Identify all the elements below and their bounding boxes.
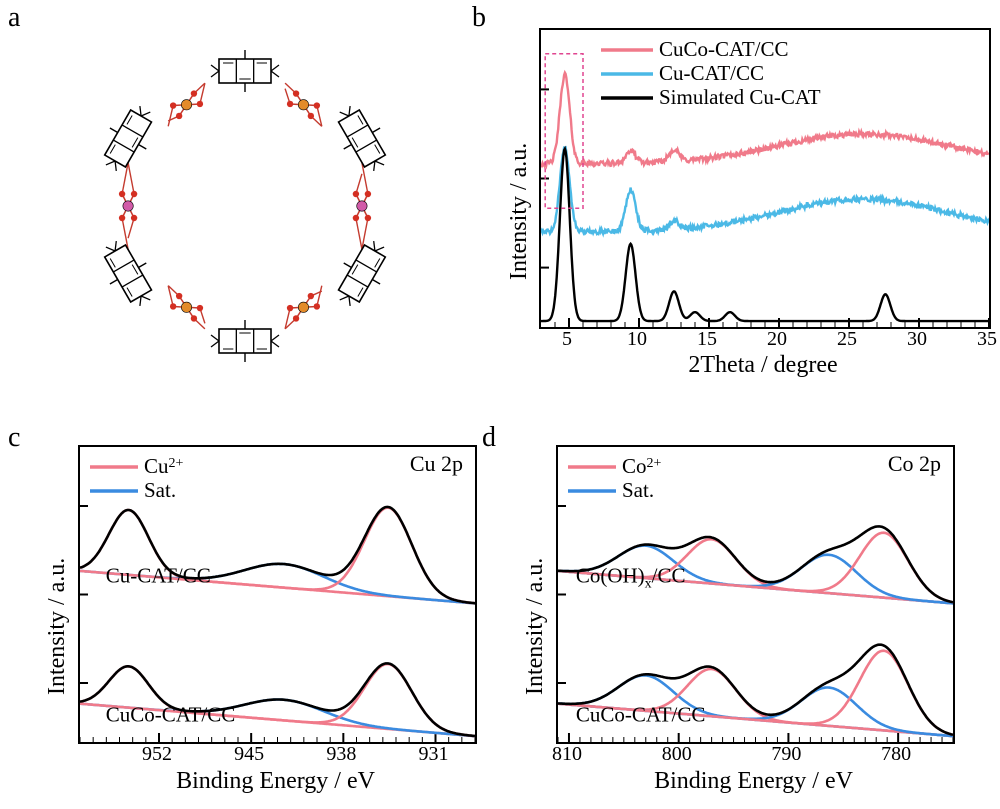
svg-text:Cu-CAT/CC: Cu-CAT/CC: [106, 564, 211, 588]
svg-text:Co 2p: Co 2p: [888, 451, 941, 476]
panel-b-svg: CuCo-CAT/CCCu-CAT/CCSimulated Cu-CAT: [541, 30, 989, 327]
panel-c-xtick: 931: [419, 743, 449, 766]
svg-text:Sat.: Sat.: [622, 478, 654, 502]
svg-text:Simulated Cu-CAT: Simulated Cu-CAT: [659, 85, 821, 109]
panel-c-xtick: 938: [326, 743, 356, 766]
panel-d-frame: Co 2p Co2+Sat. Co(OH)x/CC CuCo-CAT/CC: [556, 445, 955, 744]
panel-d-label: d: [482, 422, 496, 454]
panel-d-xtick: 780: [881, 743, 911, 766]
panel-d-xlabel: Binding Energy / eV: [556, 768, 951, 795]
panel-b-xtick: 25: [837, 328, 857, 351]
panel-b-xtick: 35: [977, 328, 997, 351]
panel-b-xtick: 20: [767, 328, 787, 351]
panel-b-ylabel: Intensity / a.u.: [506, 143, 533, 280]
panel-b-xtick: 15: [697, 328, 717, 351]
panel-c-label: c: [8, 422, 20, 454]
panel-a-structure: [40, 26, 450, 376]
panel-b-xtick: 10: [627, 328, 647, 351]
svg-text:Co(OH)x/CC: Co(OH)x/CC: [576, 564, 686, 592]
panel-b-xlabel: 2Theta / degree: [539, 352, 987, 379]
svg-text:Cu 2p: Cu 2p: [410, 451, 463, 476]
svg-text:Sat.: Sat.: [144, 478, 176, 502]
panel-b-frame: CuCo-CAT/CCCu-CAT/CCSimulated Cu-CAT: [539, 28, 991, 329]
panel-c-svg: Cu 2p Cu2+Sat. Cu-CAT/CC CuCo-CAT/CC: [80, 447, 475, 742]
panel-c-xtick: 952: [142, 743, 172, 766]
svg-text:Co2+: Co2+: [622, 454, 662, 478]
panel-c-xlabel: Binding Energy / eV: [78, 768, 473, 795]
panel-d-svg: Co 2p Co2+Sat. Co(OH)x/CC CuCo-CAT/CC: [558, 447, 953, 742]
panel-b-xtick: 30: [907, 328, 927, 351]
svg-text:CuCo-CAT/CC: CuCo-CAT/CC: [106, 702, 236, 726]
svg-text:Cu2+: Cu2+: [144, 454, 184, 478]
panel-d-ylabel: Intensity / a.u.: [522, 558, 549, 695]
panel-d-xtick: 790: [771, 743, 801, 766]
panel-d-xtick: 810: [552, 743, 582, 766]
svg-text:CuCo-CAT/CC: CuCo-CAT/CC: [659, 37, 789, 61]
panel-d-xtick: 800: [662, 743, 692, 766]
molecular-structure-svg: [40, 26, 450, 376]
panel-c-frame: Cu 2p Cu2+Sat. Cu-CAT/CC CuCo-CAT/CC: [78, 445, 477, 744]
panel-b-label: b: [472, 2, 486, 34]
panel-a-label: a: [8, 2, 20, 34]
panel-c-ylabel: Intensity / a.u.: [44, 558, 71, 695]
panel-c-xtick: 945: [234, 743, 264, 766]
panel-b-xtick: 5: [562, 328, 572, 351]
svg-text:CuCo-CAT/CC: CuCo-CAT/CC: [576, 702, 706, 726]
svg-text:Cu-CAT/CC: Cu-CAT/CC: [659, 61, 764, 85]
